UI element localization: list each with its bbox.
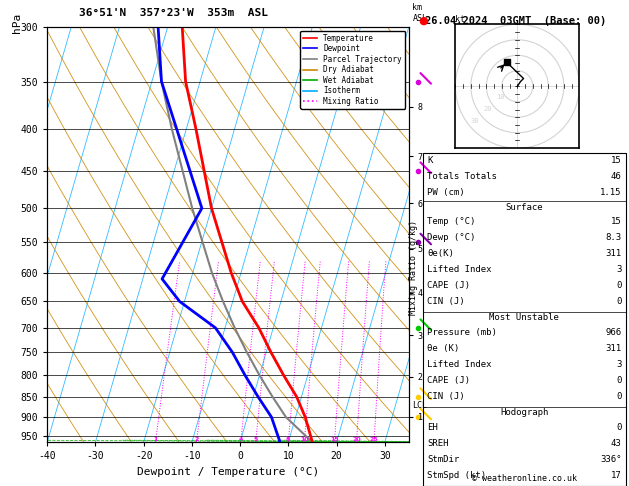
Text: 0: 0: [616, 392, 621, 401]
Text: 3: 3: [616, 360, 621, 369]
Text: 966: 966: [605, 328, 621, 337]
Text: © weatheronline.co.uk: © weatheronline.co.uk: [472, 474, 577, 483]
Text: 0: 0: [616, 281, 621, 291]
Text: Most Unstable: Most Unstable: [489, 313, 559, 323]
Text: θe(K): θe(K): [427, 249, 454, 259]
Text: 311: 311: [605, 249, 621, 259]
Text: Dewp (°C): Dewp (°C): [427, 233, 476, 243]
Text: StmDir: StmDir: [427, 455, 459, 464]
Text: SREH: SREH: [427, 439, 448, 448]
Text: 20: 20: [483, 106, 492, 112]
Text: Surface: Surface: [506, 203, 543, 212]
Text: 15: 15: [330, 437, 339, 442]
Text: LCL: LCL: [413, 400, 428, 410]
Text: 311: 311: [605, 344, 621, 353]
Text: 8: 8: [286, 437, 291, 442]
Text: 0: 0: [616, 376, 621, 385]
Text: 15: 15: [611, 156, 621, 165]
Legend: Temperature, Dewpoint, Parcel Trajectory, Dry Adiabat, Wet Adiabat, Isotherm, Mi: Temperature, Dewpoint, Parcel Trajectory…: [301, 31, 405, 109]
Text: Hodograph: Hodograph: [500, 408, 548, 417]
Text: 1: 1: [153, 437, 158, 442]
Text: kt: kt: [455, 15, 465, 24]
Text: CAPE (J): CAPE (J): [427, 281, 470, 291]
Text: 30: 30: [471, 119, 479, 124]
Text: Pressure (mb): Pressure (mb): [427, 328, 497, 337]
Text: K: K: [427, 156, 433, 165]
X-axis label: Dewpoint / Temperature (°C): Dewpoint / Temperature (°C): [137, 467, 319, 477]
Text: ●: ●: [418, 16, 428, 26]
Text: EH: EH: [427, 423, 438, 432]
Text: 5: 5: [253, 437, 258, 442]
Text: Mixing Ratio (g/kg): Mixing Ratio (g/kg): [409, 220, 418, 315]
Y-axis label: hPa: hPa: [12, 13, 22, 33]
Text: 26.04.2024  03GMT  (Base: 00): 26.04.2024 03GMT (Base: 00): [425, 16, 606, 26]
Text: 20: 20: [352, 437, 361, 442]
Text: 36°51'N  357°23'W  353m  ASL: 36°51'N 357°23'W 353m ASL: [79, 8, 268, 18]
Text: 0: 0: [616, 297, 621, 307]
Text: Totals Totals: Totals Totals: [427, 172, 497, 181]
Text: 8.3: 8.3: [605, 233, 621, 243]
Text: CAPE (J): CAPE (J): [427, 376, 470, 385]
Text: 10: 10: [496, 94, 504, 100]
Text: 336°: 336°: [600, 455, 621, 464]
Text: 46: 46: [611, 172, 621, 181]
Text: 3: 3: [616, 265, 621, 275]
Text: θe (K): θe (K): [427, 344, 459, 353]
Text: StmSpd (kt): StmSpd (kt): [427, 471, 486, 480]
Text: 25: 25: [370, 437, 379, 442]
Text: 43: 43: [611, 439, 621, 448]
Text: Lifted Index: Lifted Index: [427, 360, 492, 369]
Text: km
ASL: km ASL: [413, 3, 428, 22]
Text: Temp (°C): Temp (°C): [427, 217, 476, 226]
Text: 2: 2: [194, 437, 199, 442]
Text: CIN (J): CIN (J): [427, 297, 465, 307]
Text: CIN (J): CIN (J): [427, 392, 465, 401]
Text: Lifted Index: Lifted Index: [427, 265, 492, 275]
Text: 15: 15: [611, 217, 621, 226]
Text: 0: 0: [616, 423, 621, 432]
Text: 4: 4: [238, 437, 243, 442]
Text: 10: 10: [300, 437, 309, 442]
Text: 17: 17: [611, 471, 621, 480]
Text: 1.15: 1.15: [600, 188, 621, 197]
Text: PW (cm): PW (cm): [427, 188, 465, 197]
